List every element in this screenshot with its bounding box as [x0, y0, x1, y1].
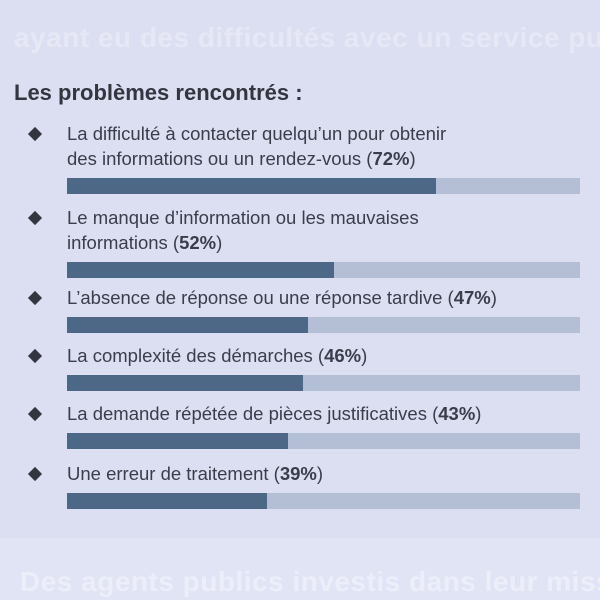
item-label: La difficulté à contacter quelqu’un pour… — [67, 123, 447, 169]
bar-fill — [67, 178, 436, 194]
bar-track — [67, 375, 580, 391]
bar-fill — [67, 375, 303, 391]
bar-fill — [67, 262, 334, 278]
chart-title: Les problèmes rencontrés : — [14, 80, 303, 105]
value-label: 52% — [179, 232, 217, 253]
diamond-bullet-icon — [27, 290, 43, 306]
bar-fill — [67, 493, 267, 509]
item-label: La demande répétée de pièces justificati… — [67, 403, 482, 424]
bar-track — [67, 262, 580, 278]
diamond-bullet-icon — [27, 406, 43, 422]
diamond-bullet-icon — [27, 466, 43, 482]
diamond-bullet-icon — [27, 126, 43, 142]
value-label: 46% — [324, 345, 362, 366]
bar-fill — [67, 433, 288, 449]
item-label-line2: des informations ou un rendez-vous — [67, 148, 362, 169]
value-label: 43% — [438, 403, 476, 424]
faded-footer-text: Des agents publics investis dans leur mi… — [0, 538, 600, 600]
item-label-line1: L’absence de réponse ou une réponse tard… — [67, 287, 443, 308]
bar-track — [67, 493, 580, 509]
item-label-line1: Le manque d’information ou les mauvaises — [67, 207, 419, 228]
item-label-line2: informations — [67, 232, 168, 253]
value-label: 39% — [279, 463, 317, 484]
item-label-line1: La demande répétée de pièces justificati… — [67, 403, 427, 424]
faded-header-text: ayant eu des difficultés avec un service… — [14, 22, 600, 53]
diamond-bullet-icon — [27, 348, 43, 364]
item-label-line1: Une erreur de traitement — [67, 463, 269, 484]
item-label: Une erreur de traitement (39%) — [67, 463, 324, 484]
item-label-line1: La complexité des démarches — [67, 345, 313, 366]
value-label: 47% — [453, 287, 491, 308]
diamond-bullet-icon — [27, 210, 43, 226]
item-label: Le manque d’information ou les mauvaises… — [67, 207, 419, 253]
bar-track — [67, 433, 580, 449]
value-label: 72% — [372, 148, 410, 169]
bar-track — [67, 317, 580, 333]
item-label-line1: La difficulté à contacter quelqu’un pour… — [67, 123, 447, 144]
item-label: La complexité des démarches (46%) — [67, 345, 368, 366]
bar-fill — [67, 317, 308, 333]
item-label: L’absence de réponse ou une réponse tard… — [67, 287, 497, 308]
bar-track — [67, 178, 580, 194]
